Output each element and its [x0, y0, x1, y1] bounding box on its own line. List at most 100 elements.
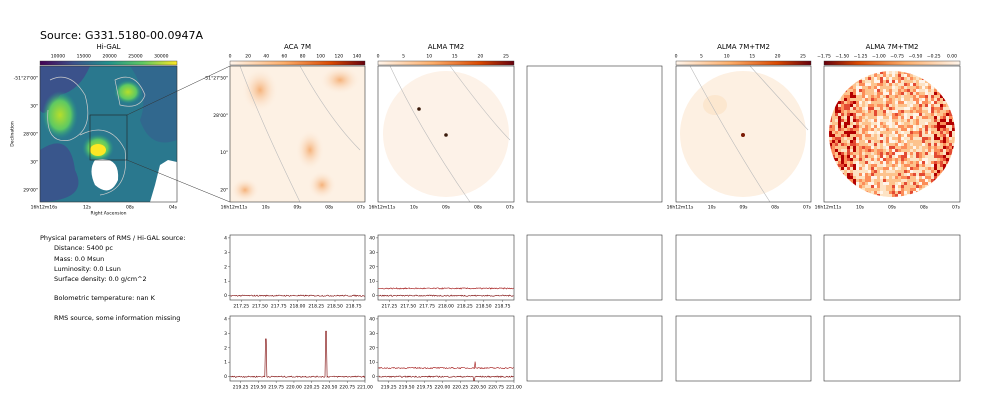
pixel — [934, 179, 937, 182]
pixel — [940, 131, 943, 134]
pixel — [835, 71, 838, 74]
pixel — [931, 98, 934, 101]
pixel — [925, 173, 928, 176]
pixel — [916, 164, 919, 167]
pixel — [919, 95, 922, 98]
pixel — [937, 116, 940, 119]
pixel — [850, 83, 853, 86]
pixel — [931, 185, 934, 188]
pixel — [886, 83, 889, 86]
pixel — [874, 152, 877, 155]
pixel — [829, 119, 832, 122]
pixel — [955, 98, 958, 101]
pixel — [952, 152, 955, 155]
x-tick-label: 218.25 — [457, 304, 473, 310]
pixel — [847, 164, 850, 167]
pixel — [925, 134, 928, 137]
colorbar-tick-label: 20 — [245, 54, 251, 60]
pixel — [847, 182, 850, 185]
pixel — [937, 176, 940, 179]
pixel — [949, 140, 952, 143]
pixel — [874, 104, 877, 107]
pixel — [955, 128, 958, 131]
pixel — [841, 185, 844, 188]
pixel — [901, 110, 904, 113]
pixel — [913, 185, 916, 188]
pixel — [889, 191, 892, 194]
pixel — [862, 110, 865, 113]
pixel — [868, 197, 871, 200]
colorbar-tick-label: 15 — [749, 54, 755, 60]
pixel — [955, 140, 958, 143]
pixel — [838, 173, 841, 176]
pixel — [883, 116, 886, 119]
pixel — [838, 149, 841, 152]
pixel — [856, 197, 859, 200]
pixel — [865, 86, 868, 89]
pixel — [859, 194, 862, 197]
pixel — [832, 83, 835, 86]
pixel — [907, 173, 910, 176]
pixel — [916, 119, 919, 122]
pixel — [871, 158, 874, 161]
pixel — [880, 71, 883, 74]
pixel — [883, 185, 886, 188]
pixel — [889, 185, 892, 188]
pixel — [853, 191, 856, 194]
pixel — [835, 152, 838, 155]
pixel — [901, 77, 904, 80]
pixel — [877, 104, 880, 107]
pixel — [937, 173, 940, 176]
x-tick-label: 07s — [357, 205, 366, 211]
pixel — [952, 89, 955, 92]
pixel — [949, 149, 952, 152]
pixel — [841, 173, 844, 176]
pixel — [856, 161, 859, 164]
pixel — [853, 164, 856, 167]
pixel — [922, 179, 925, 182]
pixel — [937, 188, 940, 191]
pixel — [892, 149, 895, 152]
pixel — [877, 176, 880, 179]
pixel — [922, 155, 925, 158]
pixel — [883, 74, 886, 77]
pixel — [868, 95, 871, 98]
pixel — [871, 122, 874, 125]
pixel — [880, 104, 883, 107]
pixel — [916, 74, 919, 77]
pixel — [946, 176, 949, 179]
pixel — [916, 182, 919, 185]
pixel — [883, 119, 886, 122]
pixel — [898, 188, 901, 191]
x-tick-label: 220.50 — [470, 385, 486, 391]
pixel — [877, 167, 880, 170]
pixel — [874, 71, 877, 74]
pixel — [844, 152, 847, 155]
pixel — [850, 86, 853, 89]
y-tick-label: 29'00" — [23, 188, 38, 194]
pixel — [862, 161, 865, 164]
pixel — [907, 188, 910, 191]
pixel — [844, 122, 847, 125]
pixel — [913, 107, 916, 110]
pixel — [829, 80, 832, 83]
pixel — [874, 116, 877, 119]
pixel — [925, 86, 928, 89]
pixel — [832, 116, 835, 119]
pixel — [943, 143, 946, 146]
pixel — [832, 182, 835, 185]
pixel — [913, 119, 916, 122]
y-tick-label: 28'00" — [213, 113, 228, 119]
pixel — [853, 134, 856, 137]
pixel — [928, 161, 931, 164]
pixel — [907, 83, 910, 86]
pixel — [889, 140, 892, 143]
pixel — [856, 185, 859, 188]
pixel — [865, 128, 868, 131]
pixel — [919, 161, 922, 164]
pixel — [868, 86, 871, 89]
pixel — [859, 110, 862, 113]
colorbar-tick-label: 140 — [353, 54, 362, 60]
pixel — [931, 86, 934, 89]
pixel — [934, 119, 937, 122]
